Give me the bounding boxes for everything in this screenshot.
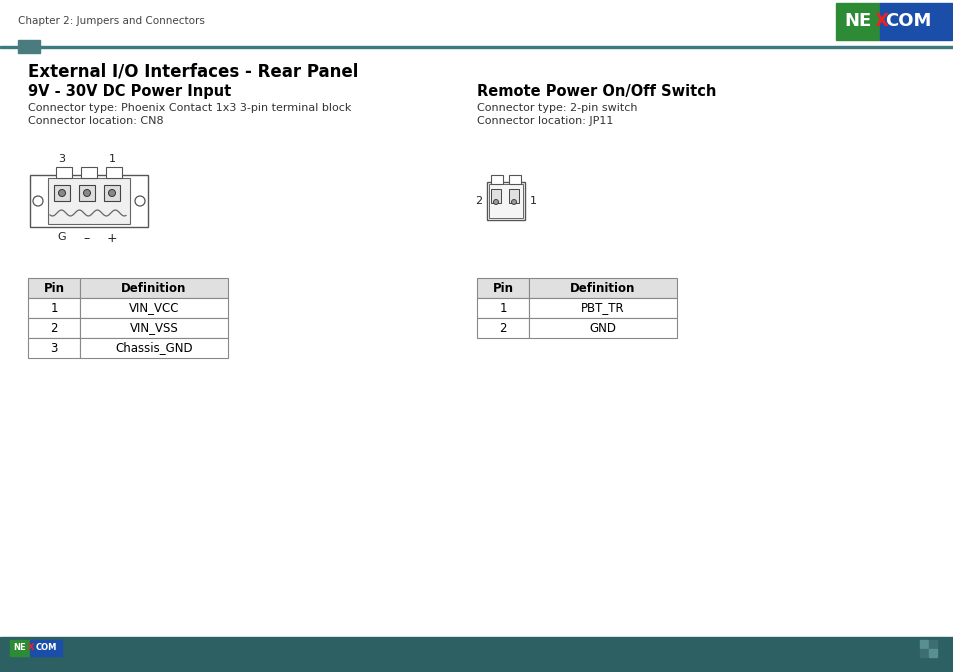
Bar (56, 167, 71, 178)
Bar (509, 175, 520, 184)
Text: 2: 2 (498, 321, 506, 335)
Bar (28, 318, 80, 338)
Bar (529, 298, 677, 318)
Bar (529, 278, 677, 298)
Bar (81, 167, 97, 178)
Text: 1: 1 (529, 196, 536, 206)
Circle shape (511, 200, 516, 204)
Text: PBT_TR: PBT_TR (580, 302, 624, 314)
Text: Definition: Definition (570, 282, 635, 294)
Bar (928, 649, 936, 657)
Bar (476, 278, 529, 298)
Text: 2: 2 (475, 196, 482, 206)
Text: 1: 1 (109, 154, 115, 164)
Text: External I/O Interfaces - Rear Panel: External I/O Interfaces - Rear Panel (28, 62, 358, 80)
Bar (489, 184, 522, 218)
Bar (928, 640, 936, 648)
Text: 9V - 30V DC Power Input: 9V - 30V DC Power Input (28, 84, 231, 99)
Text: NE: NE (13, 644, 27, 653)
Text: Definition: Definition (121, 282, 187, 294)
Bar (491, 189, 500, 203)
Text: Chapter 2: Jumpers and Connectors: Chapter 2: Jumpers and Connectors (18, 16, 205, 26)
Bar (491, 175, 502, 184)
Bar (509, 189, 518, 203)
Circle shape (84, 190, 91, 196)
Text: VIN_VCC: VIN_VCC (129, 302, 179, 314)
Text: X: X (874, 13, 888, 30)
Bar (30, 175, 148, 227)
Bar (106, 167, 122, 178)
Bar (80, 298, 228, 318)
Text: Connector type: Phoenix Contact 1x3 3-pin terminal block: Connector type: Phoenix Contact 1x3 3-pi… (28, 103, 351, 113)
Text: 3: 3 (58, 154, 66, 164)
Text: Pin: Pin (44, 282, 65, 294)
Bar (529, 318, 677, 338)
Text: NE: NE (843, 13, 871, 30)
Bar (28, 278, 80, 298)
Text: 2: 2 (51, 321, 58, 335)
Bar (104, 185, 120, 201)
Bar (919, 649, 927, 657)
Text: COM: COM (883, 13, 930, 30)
Text: 1: 1 (498, 302, 506, 314)
Text: VIN_VSS: VIN_VSS (130, 321, 178, 335)
Text: Pin: Pin (492, 282, 513, 294)
Bar (0, 46, 953, 48)
Text: Connector location: JP11: Connector location: JP11 (476, 116, 613, 126)
Circle shape (493, 200, 498, 204)
Bar (919, 640, 927, 648)
Bar (28, 298, 80, 318)
Text: X: X (28, 644, 34, 653)
Text: Connector location: CN8: Connector location: CN8 (28, 116, 164, 126)
Circle shape (135, 196, 145, 206)
Bar (10, 640, 30, 656)
Bar (80, 338, 228, 358)
Bar (48, 178, 130, 224)
Text: 3: 3 (51, 341, 57, 355)
Bar (80, 278, 228, 298)
Circle shape (58, 190, 66, 196)
Text: Connector type: 2-pin switch: Connector type: 2-pin switch (476, 103, 637, 113)
Bar (0, 637, 953, 672)
Text: 1: 1 (51, 302, 58, 314)
Bar (486, 182, 524, 220)
Text: GND: GND (589, 321, 616, 335)
Text: –: – (84, 232, 90, 245)
Text: COM: COM (35, 644, 56, 653)
Text: G: G (57, 232, 67, 242)
Bar (79, 185, 95, 201)
Text: Remote Power On/Off Switch: Remote Power On/Off Switch (476, 84, 716, 99)
Bar (835, 3, 879, 40)
Bar (18, 40, 40, 53)
Bar (30, 640, 62, 656)
Bar (28, 338, 80, 358)
Circle shape (33, 196, 43, 206)
Bar (476, 318, 529, 338)
Bar (54, 185, 70, 201)
Circle shape (109, 190, 115, 196)
Bar (476, 298, 529, 318)
Text: +: + (107, 232, 117, 245)
Bar (879, 3, 951, 40)
Text: Chassis_GND: Chassis_GND (115, 341, 193, 355)
Bar (80, 318, 228, 338)
